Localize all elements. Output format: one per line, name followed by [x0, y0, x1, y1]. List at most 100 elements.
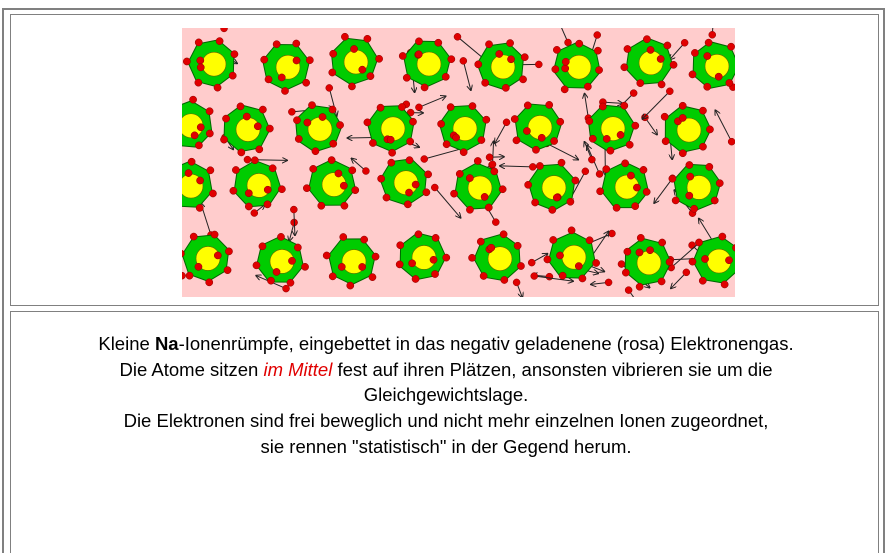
inner-electron — [703, 52, 712, 60]
inner-electron — [429, 255, 438, 264]
bold-text: Na — [154, 333, 179, 354]
shell-electron — [403, 200, 412, 209]
shell-electron — [575, 39, 584, 48]
inner-electron — [337, 263, 346, 271]
velocity-arrow — [495, 122, 507, 143]
caption-paragraph: Kleine Na-Ionenrümpfe, eingebettet in da… — [71, 331, 821, 357]
inner-electron — [561, 64, 570, 73]
shell-electron — [363, 118, 372, 127]
electron — [420, 155, 428, 163]
velocity-arrow — [462, 60, 470, 90]
shell-electron — [244, 202, 253, 211]
shell-electron — [360, 235, 369, 244]
shell-electron — [499, 230, 508, 239]
inner-electron — [487, 243, 496, 252]
shell-electron — [490, 167, 499, 176]
shell-electron — [281, 87, 289, 95]
shell-electron — [437, 120, 445, 128]
shell-electron — [658, 238, 667, 247]
inner-electron — [292, 56, 301, 65]
shell-electron — [272, 40, 281, 49]
inner-electron — [552, 193, 561, 202]
shell-electron — [710, 196, 719, 205]
shell-electron — [220, 135, 228, 144]
shell-electron — [695, 238, 703, 247]
shell-electron — [588, 134, 597, 143]
shell-electron — [661, 137, 670, 146]
shell-electron — [206, 166, 215, 175]
shell-electron — [305, 56, 314, 65]
shell-electron — [205, 129, 214, 138]
electron — [666, 87, 674, 96]
shell-electron — [482, 115, 491, 124]
electron — [641, 113, 649, 122]
electron — [682, 268, 691, 277]
shell-electron — [259, 105, 267, 114]
shell-electron — [447, 55, 456, 64]
inner-electron — [725, 256, 733, 265]
shell-electron — [523, 101, 532, 110]
shell-electron — [189, 232, 198, 241]
shell-electron — [341, 32, 349, 41]
electron — [604, 278, 613, 287]
shell-electron — [594, 46, 602, 55]
shell-electron — [368, 273, 377, 281]
shell-electron — [592, 259, 600, 267]
shell-electron — [725, 79, 734, 87]
electron — [624, 286, 633, 294]
shell-electron — [376, 103, 385, 112]
electron — [535, 60, 543, 69]
shell-electron — [348, 166, 357, 175]
electron — [502, 118, 511, 127]
electron — [415, 103, 423, 112]
ion-core — [566, 54, 592, 80]
electron — [629, 89, 638, 97]
shell-electron — [414, 230, 423, 239]
velocity-arrow — [561, 28, 569, 43]
electron — [617, 260, 626, 268]
inner-electron — [635, 248, 644, 257]
shell-electron — [336, 121, 344, 129]
ion-core — [676, 117, 702, 143]
shell-electron — [237, 148, 246, 157]
shell-electron — [301, 262, 309, 271]
electron — [545, 272, 554, 281]
ion-core — [201, 51, 227, 77]
shell-electron — [532, 145, 540, 154]
electron — [708, 31, 717, 39]
shell-electron — [182, 249, 185, 258]
shell-electron — [602, 165, 611, 173]
shell-electron — [501, 84, 510, 92]
text: Die Atome sitzen — [119, 358, 264, 380]
shell-electron — [704, 38, 713, 47]
shell-electron — [382, 193, 391, 202]
shell-electron — [536, 162, 544, 170]
inner-electron — [656, 55, 665, 63]
velocity-arrow — [670, 242, 700, 268]
inner-electron — [523, 127, 531, 135]
inner-electron — [213, 251, 222, 260]
shell-electron — [625, 140, 634, 149]
ion-core — [686, 175, 712, 200]
electron — [593, 31, 601, 39]
shell-electron — [415, 37, 423, 46]
shell-electron — [236, 102, 245, 111]
shell-electron — [294, 243, 302, 252]
velocity-arrow — [643, 90, 671, 119]
shell-electron — [663, 41, 672, 50]
inner-electron — [350, 45, 358, 53]
caption-paragraph: Die Atome sitzen im Mittel fest auf ihre… — [71, 357, 821, 408]
inner-electron — [196, 56, 205, 65]
shell-electron — [185, 271, 194, 280]
shell-electron — [705, 162, 714, 171]
shell-electron — [623, 45, 632, 53]
inner-electron — [537, 133, 546, 142]
shell-electron — [668, 174, 677, 183]
inner-electron — [196, 63, 205, 72]
shell-electron — [500, 276, 509, 284]
inner-electron — [263, 185, 272, 194]
shell-electron — [620, 63, 629, 72]
inner-electron — [334, 169, 343, 178]
shell-electron — [395, 260, 404, 269]
shell-electron — [598, 102, 607, 111]
